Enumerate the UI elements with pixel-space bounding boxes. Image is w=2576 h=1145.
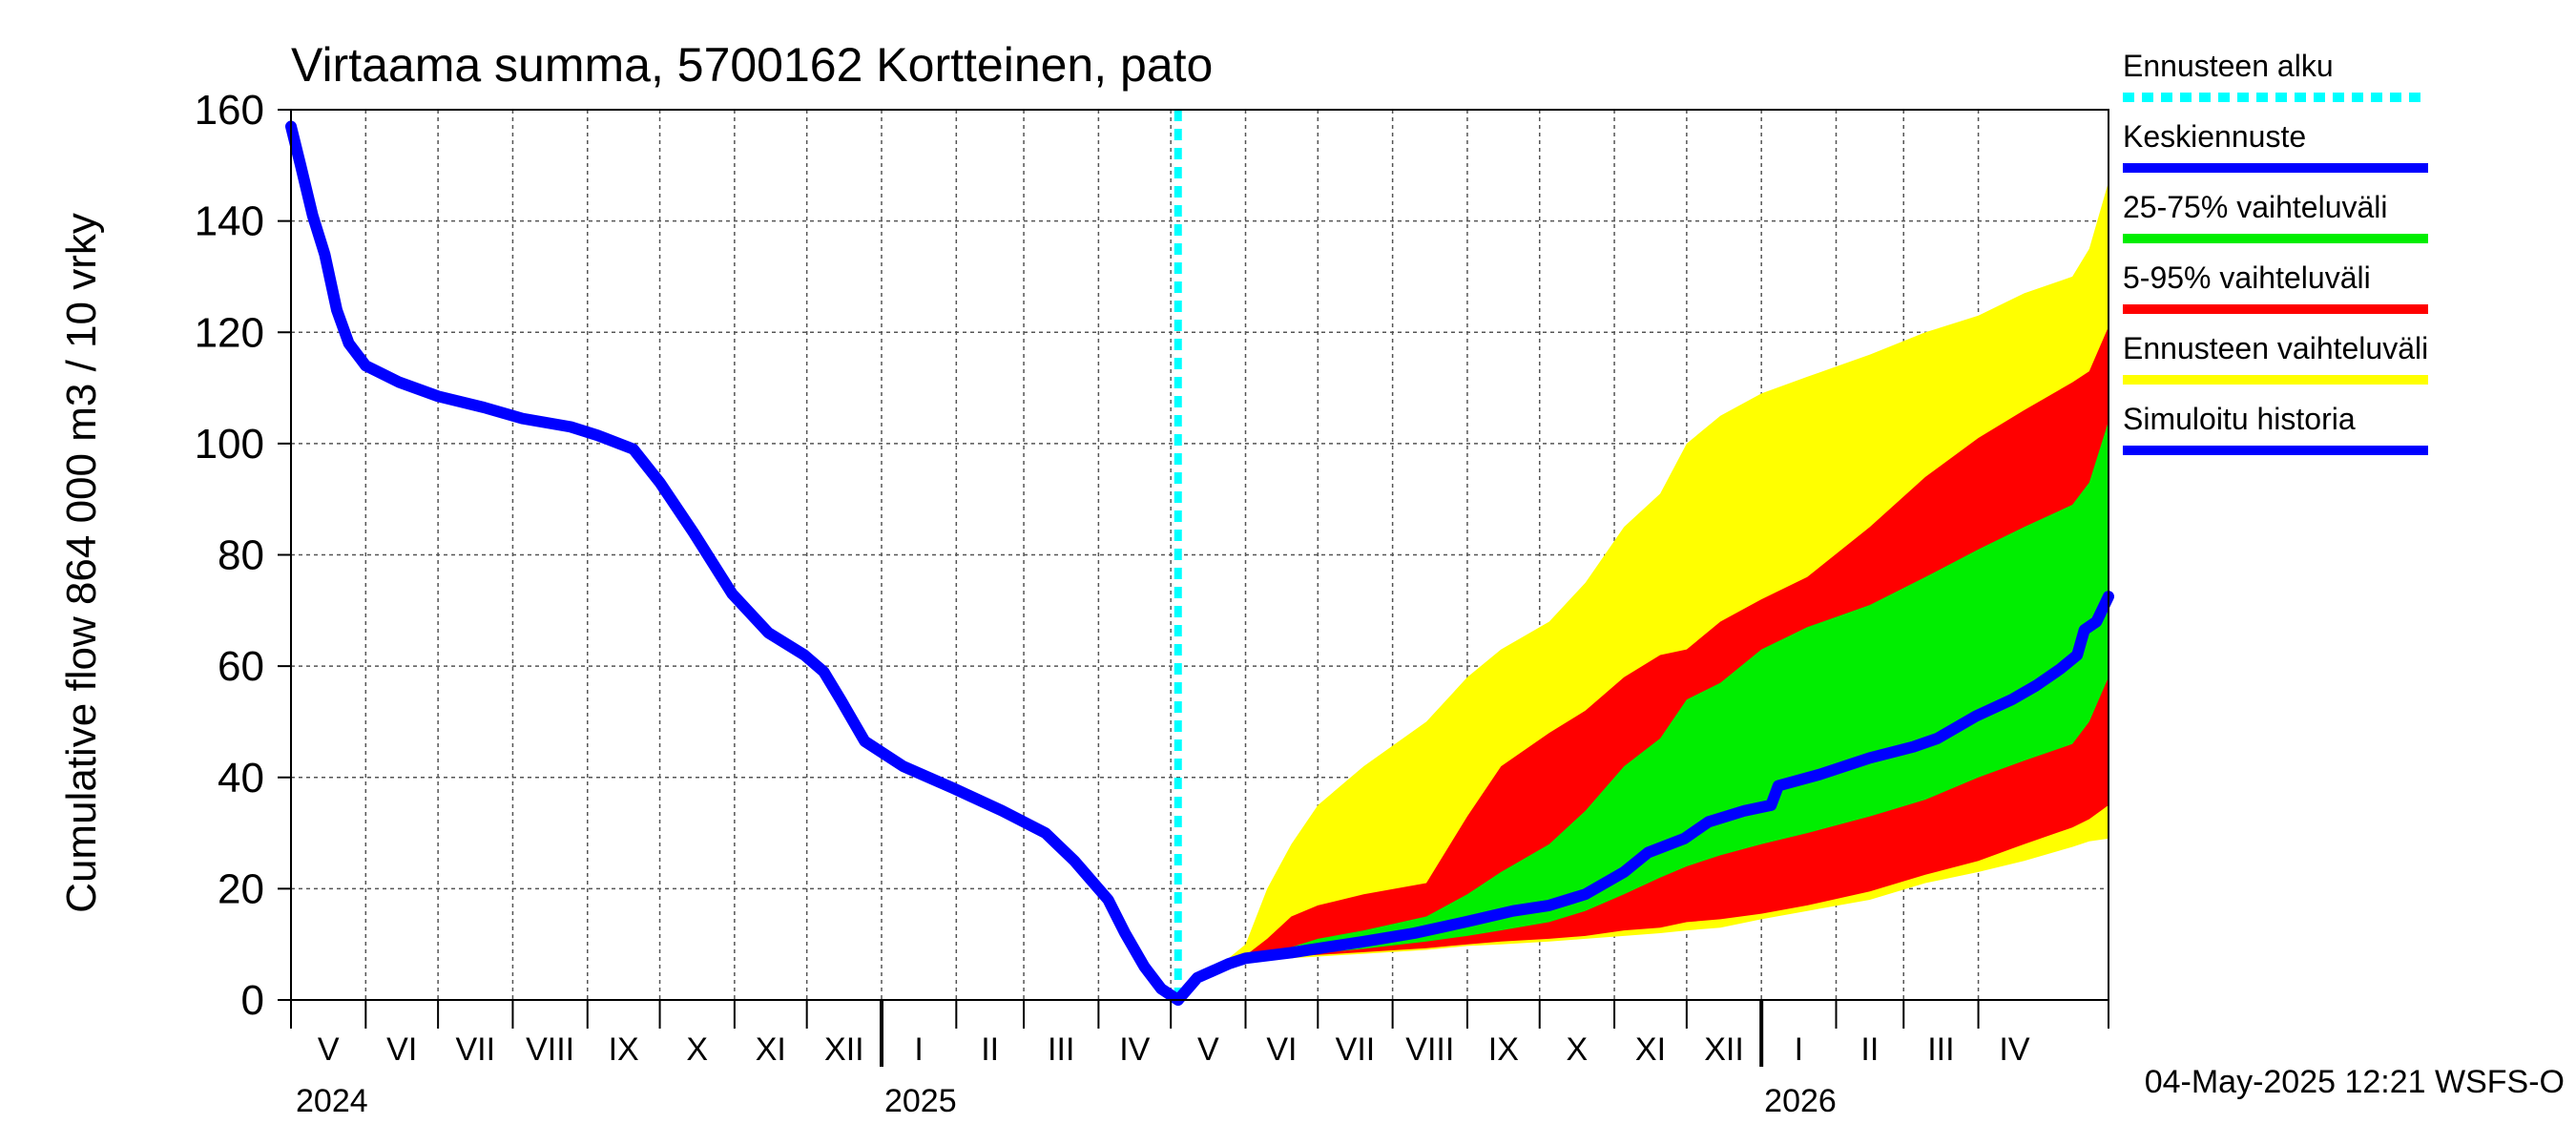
x-year-label: 2024 bbox=[296, 1083, 368, 1119]
x-month-label: X bbox=[686, 1031, 708, 1068]
legend-label: Simuloitu historia bbox=[2123, 402, 2356, 436]
y-tick-label: 100 bbox=[195, 421, 264, 468]
x-month-label: IX bbox=[1488, 1031, 1519, 1068]
y-axis-label: Cumulative flow 864 000 m3 / 10 vrky bbox=[58, 213, 105, 913]
plot-area bbox=[285, 110, 2114, 1006]
band-5-95-vaihteluv-li bbox=[1177, 326, 2109, 1000]
x-month-label: XI bbox=[1635, 1031, 1666, 1068]
x-month-label: I bbox=[1795, 1031, 1803, 1068]
x-month-label: VII bbox=[455, 1031, 495, 1068]
legend: Ennusteen alku Keskiennuste 25-75% vaihtel… bbox=[2123, 49, 2428, 455]
y-tick-label: 140 bbox=[195, 198, 264, 245]
timestamp-footer: 04-May-2025 12:21 WSFS-O bbox=[2145, 1064, 2565, 1100]
x-month-label: II bbox=[1860, 1031, 1879, 1068]
x-month-label: VI bbox=[386, 1031, 417, 1068]
x-month-label: II bbox=[981, 1031, 999, 1068]
y-tick-label: 120 bbox=[195, 309, 264, 356]
y-tick-label: 20 bbox=[218, 865, 264, 912]
x-month-label: IV bbox=[1119, 1031, 1150, 1068]
legend-label: Keskiennuste bbox=[2123, 119, 2306, 154]
series-simuloitu-historia bbox=[285, 120, 1184, 1006]
x-month-label: V bbox=[318, 1031, 340, 1068]
chart-title: Virtaama summa, 5700162 Kortteinen, pato bbox=[291, 38, 1213, 92]
x-month-label: VIII bbox=[526, 1031, 574, 1068]
legend-label: Ennusteen vaihteluväli bbox=[2123, 331, 2428, 365]
x-year-label: 2026 bbox=[1764, 1083, 1837, 1119]
y-tick-label: 80 bbox=[218, 532, 264, 579]
x-month-label: X bbox=[1567, 1031, 1589, 1068]
x-month-label: V bbox=[1197, 1031, 1219, 1068]
legend-label: 5-95% vaihteluväli bbox=[2123, 260, 2371, 295]
x-month-label: IV bbox=[1999, 1031, 2029, 1068]
y-tick-label: 160 bbox=[195, 87, 264, 134]
x-month-label: VII bbox=[1336, 1031, 1376, 1068]
x-month-label: XII bbox=[824, 1031, 864, 1068]
legend-label: Ennusteen alku bbox=[2123, 49, 2334, 83]
x-month-label: IX bbox=[609, 1031, 639, 1068]
x-month-label: XI bbox=[756, 1031, 786, 1068]
x-month-label: VI bbox=[1266, 1031, 1297, 1068]
series-keskiennuste bbox=[1172, 591, 2114, 1006]
x-year-label: 2025 bbox=[884, 1083, 957, 1119]
x-month-label: III bbox=[1048, 1031, 1074, 1068]
y-axis: 0 20 40 60 80 100 120 140 160 bbox=[195, 87, 291, 1024]
x-month-label: I bbox=[914, 1031, 923, 1068]
x-month-label: XII bbox=[1704, 1031, 1744, 1068]
x-month-label: III bbox=[1927, 1031, 1954, 1068]
legend-label: 25-75% vaihteluväli bbox=[2123, 190, 2388, 224]
series-lines bbox=[285, 110, 2114, 1006]
band-25-75-vaihteluv-li bbox=[1177, 421, 2109, 1000]
y-tick-label: 40 bbox=[218, 755, 264, 802]
y-tick-label: 0 bbox=[241, 977, 264, 1024]
x-month-label: VIII bbox=[1405, 1031, 1454, 1068]
forecast-bands bbox=[1177, 181, 2109, 1001]
x-axis: V VI VII VIII IX X XI XII I II III IV V VI VII VIII IX X X… bbox=[290, 1000, 2109, 1119]
y-tick-label: 60 bbox=[218, 643, 264, 690]
